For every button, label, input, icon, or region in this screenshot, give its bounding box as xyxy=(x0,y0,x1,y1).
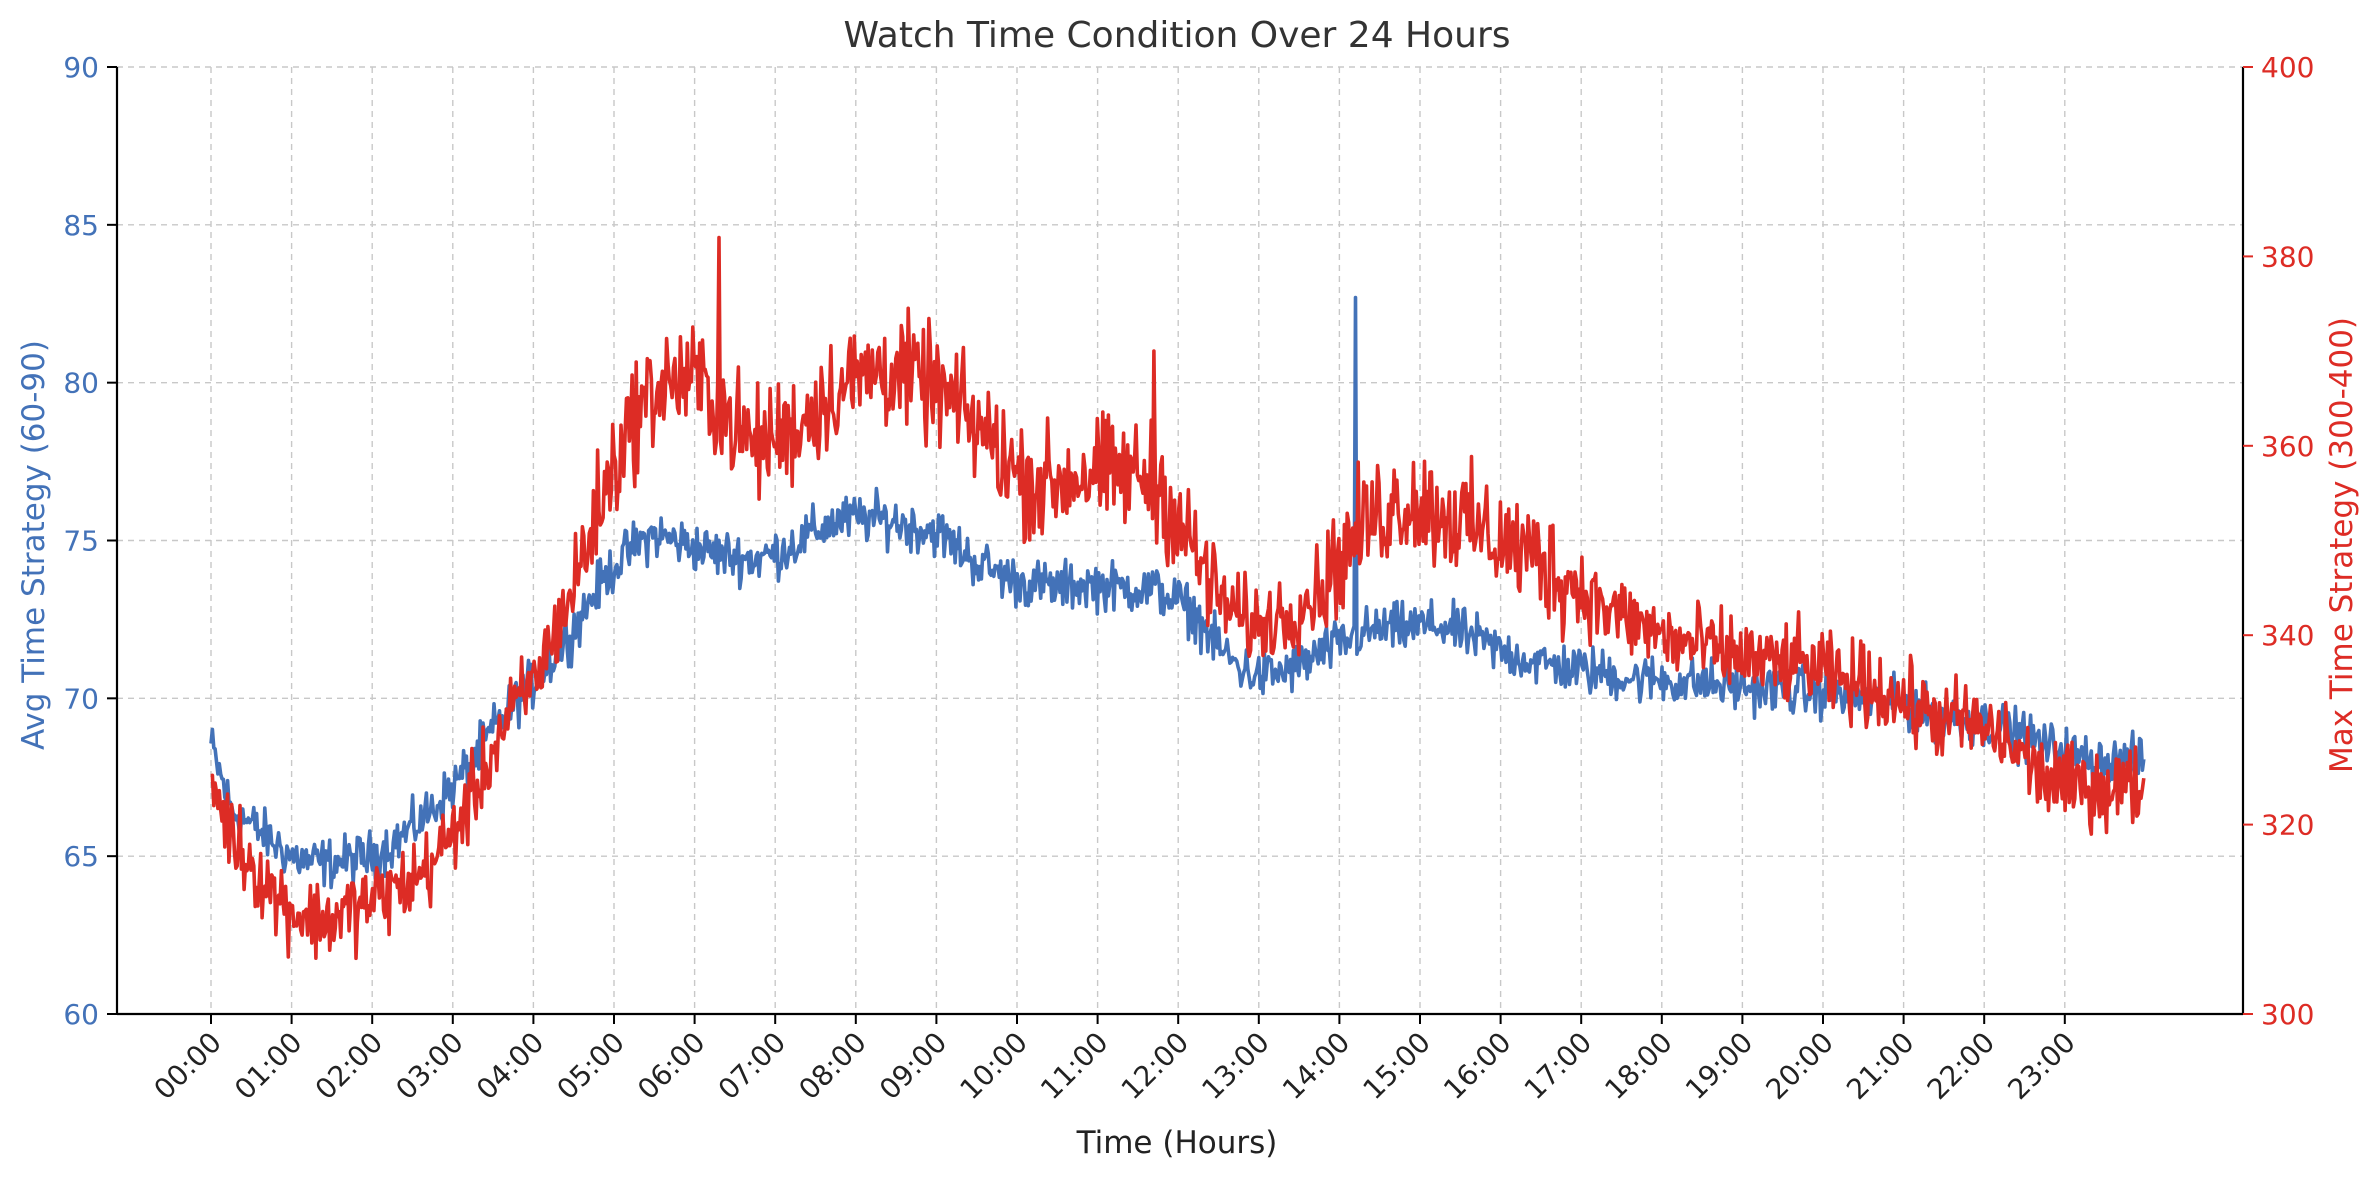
series-line-max-time xyxy=(210,235,2146,961)
left-tick-label: 75 xyxy=(63,525,99,558)
x-tick-label: 19:00 xyxy=(1679,1026,1759,1106)
x-tick-label: 01:00 xyxy=(228,1026,308,1106)
x-axis-label: Time (Hours) xyxy=(1076,1125,1278,1161)
x-tick-label: 16:00 xyxy=(1437,1026,1517,1106)
tick-labels: 60 65 70 75 80 85 90 300 320 340 360 380 400 00:00 01:… xyxy=(63,51,2314,1106)
x-tick-label: 12:00 xyxy=(1115,1026,1195,1106)
x-tick-label: 22:00 xyxy=(1921,1026,2001,1106)
x-tick-label: 21:00 xyxy=(1840,1026,1920,1106)
axes xyxy=(107,66,2253,1024)
right-tick-label: 340 xyxy=(2261,619,2314,652)
x-tick-label: 10:00 xyxy=(954,1026,1034,1106)
left-tick-label: 80 xyxy=(63,367,99,400)
x-tick-label: 13:00 xyxy=(1195,1026,1275,1106)
x-tick-label: 02:00 xyxy=(309,1026,389,1106)
left-tick-label: 60 xyxy=(63,998,99,1031)
x-tick-label: 04:00 xyxy=(470,1026,550,1106)
right-tick-label: 380 xyxy=(2261,240,2314,273)
x-tick-label: 07:00 xyxy=(712,1026,792,1106)
right-y-axis-label: Max Time Strategy (300-400) xyxy=(2324,317,2360,773)
x-tick-label: 11:00 xyxy=(1034,1026,1114,1106)
x-tick-label: 09:00 xyxy=(873,1026,953,1106)
right-tick-label: 320 xyxy=(2261,809,2314,842)
x-tick-label: 23:00 xyxy=(2001,1026,2081,1106)
x-tick-label: 06:00 xyxy=(631,1026,711,1106)
left-y-axis-label: Avg Time Strategy (60-90) xyxy=(16,340,52,750)
left-tick-label: 85 xyxy=(63,209,99,242)
right-tick-label: 300 xyxy=(2261,998,2314,1031)
x-tick-label: 14:00 xyxy=(1276,1026,1356,1106)
chart-title: Watch Time Condition Over 24 Hours xyxy=(843,15,1510,56)
x-tick-label: 17:00 xyxy=(1518,1026,1598,1106)
series-layer xyxy=(209,235,2146,961)
x-tick-label: 08:00 xyxy=(792,1026,872,1106)
series-line-avg-time xyxy=(209,295,2146,890)
right-tick-label: 400 xyxy=(2261,51,2314,84)
left-tick-label: 70 xyxy=(63,682,99,715)
x-tick-label: 18:00 xyxy=(1598,1026,1678,1106)
x-tick-label: 03:00 xyxy=(389,1026,469,1106)
left-tick-label: 90 xyxy=(63,51,99,84)
x-tick-label: 20:00 xyxy=(1760,1026,1840,1106)
right-tick-label: 360 xyxy=(2261,430,2314,463)
x-tick-label: 05:00 xyxy=(551,1026,631,1106)
x-tick-label: 00:00 xyxy=(148,1026,228,1106)
left-tick-label: 65 xyxy=(63,840,99,873)
x-tick-label: 15:00 xyxy=(1357,1026,1437,1106)
